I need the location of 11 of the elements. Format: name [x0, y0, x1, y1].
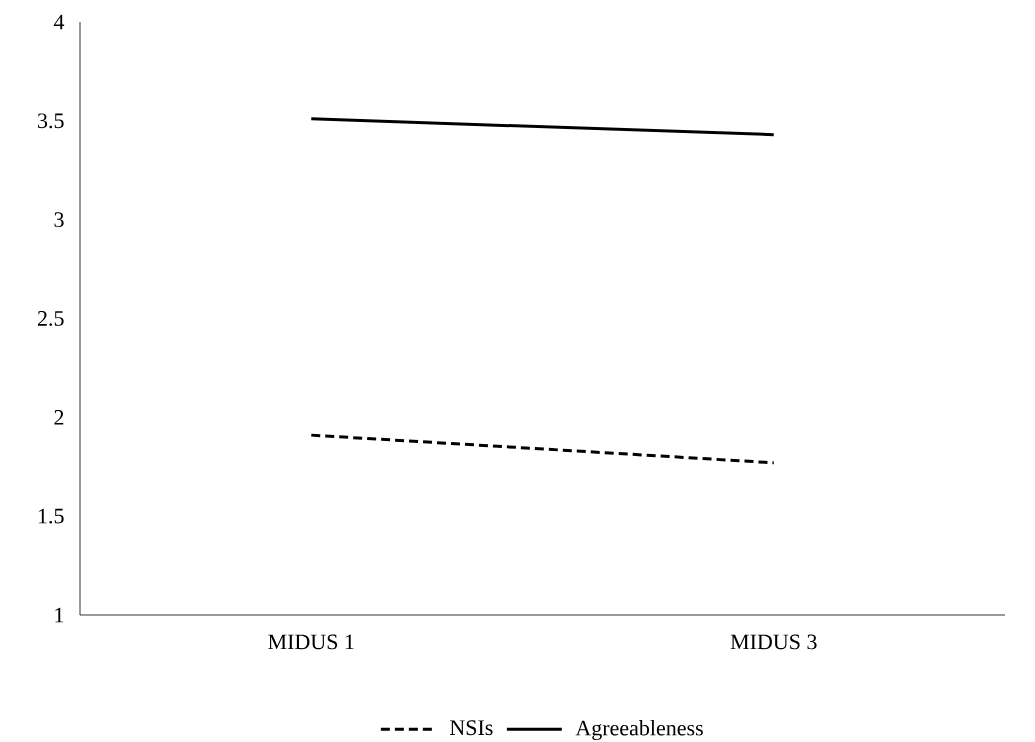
x-tick-label: MIDUS 1 — [268, 634, 354, 650]
y-tick-label: 1.5 — [38, 508, 64, 524]
y-tick-label: 4 — [53, 14, 65, 30]
y-tick-label: 2.5 — [37, 311, 64, 326]
x-tick-label: MIDUS 3 — [730, 634, 817, 650]
y-tick-label: 3 — [54, 212, 64, 228]
y-tick-label: 3.5 — [38, 113, 64, 129]
legend-label: Agreeableness — [575, 720, 703, 741]
legend-label: NSIs — [449, 720, 493, 736]
y-tick-label: 2 — [54, 410, 64, 425]
y-tick-label: 1 — [55, 607, 64, 623]
